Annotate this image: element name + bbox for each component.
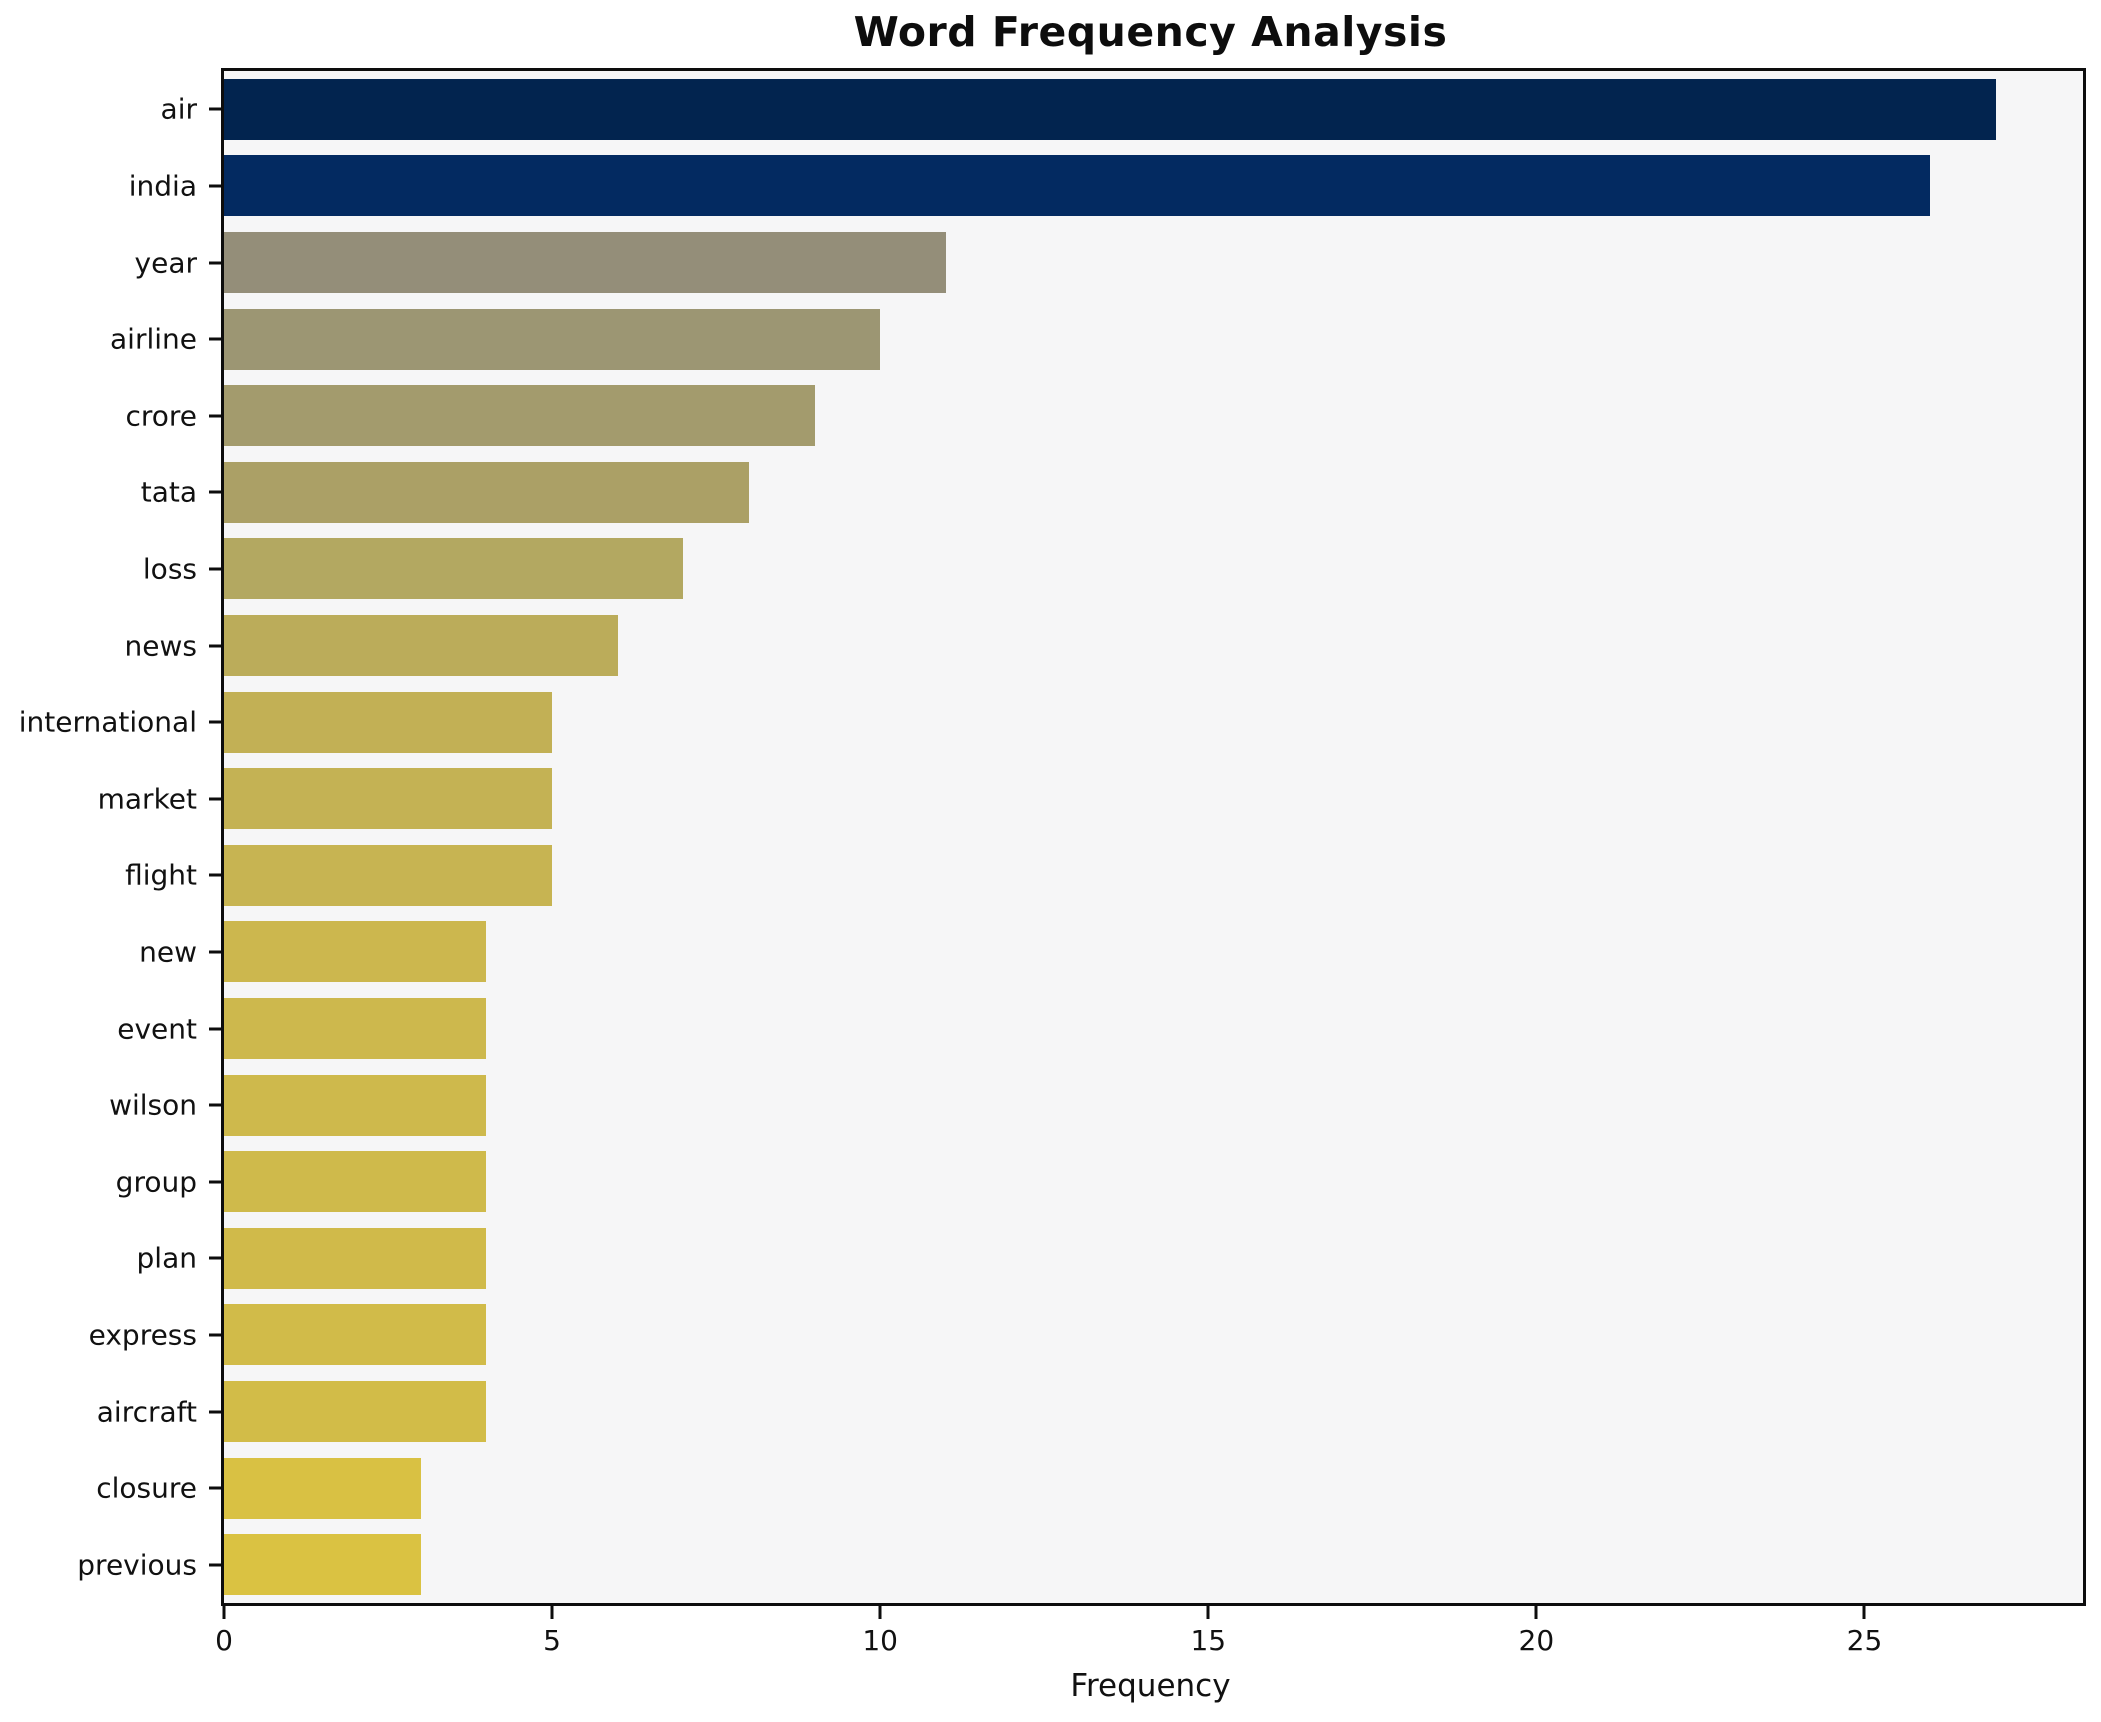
y-tick-label-group: group	[115, 1165, 197, 1199]
y-tick-label-wilson: wilson	[109, 1088, 197, 1122]
bar-year	[224, 232, 946, 293]
x-tick-label-5: 5	[543, 1624, 562, 1657]
y-tick-label-international: international	[18, 705, 197, 739]
y-tick-label-market: market	[97, 782, 197, 816]
y-tick-label-aircraft: aircraft	[96, 1395, 197, 1428]
bar-previous	[224, 1534, 421, 1596]
bar-tata	[224, 461, 749, 523]
y-tick-mark	[209, 1410, 221, 1413]
y-tick-label-air: air	[160, 92, 197, 126]
bar-wilson	[224, 1074, 487, 1136]
y-tick-mark	[209, 567, 221, 571]
y-tick-label-crore: crore	[125, 399, 197, 433]
y-tick-label-previous: previous	[77, 1548, 197, 1582]
bar-event	[224, 998, 487, 1059]
y-tick-mark	[209, 720, 221, 724]
bars-container	[224, 71, 2083, 1603]
y-tick-mark	[209, 644, 221, 647]
y-tick-label-new: new	[139, 935, 197, 969]
y-tick-mark	[209, 337, 221, 341]
bar-loss	[224, 538, 684, 600]
chart-title: Word Frequency Analysis	[853, 8, 1448, 56]
x-tick-label-20: 20	[1518, 1624, 1555, 1657]
x-tick-label-0: 0	[215, 1624, 233, 1657]
bar-international	[224, 691, 553, 753]
y-tick-label-closure: closure	[96, 1471, 197, 1505]
y-tick-mark	[209, 490, 221, 494]
bar-express	[224, 1304, 487, 1366]
bar-closure	[224, 1457, 421, 1519]
y-tick-label-loss: loss	[142, 552, 197, 586]
x-tick-mark	[1206, 1606, 1210, 1619]
bar-airline	[224, 308, 881, 370]
y-tick-label-event: event	[117, 1012, 197, 1045]
y-tick-mark	[209, 1103, 221, 1107]
bar-air	[224, 78, 1996, 140]
x-tick-mark	[878, 1606, 882, 1619]
y-tick-label-express: express	[88, 1318, 197, 1352]
y-tick-label-news: news	[124, 629, 197, 662]
y-tick-mark	[209, 950, 221, 954]
bar-flight	[224, 844, 553, 906]
y-tick-mark	[209, 261, 221, 264]
y-tick-mark	[209, 1563, 221, 1567]
bar-aircraft	[224, 1381, 487, 1442]
x-tick-mark	[1862, 1606, 1866, 1619]
y-tick-mark	[209, 1180, 221, 1184]
x-tick-mark	[1534, 1606, 1538, 1619]
x-tick-mark	[222, 1606, 226, 1619]
y-tick-label-tata: tata	[140, 475, 197, 509]
bar-group	[224, 1151, 487, 1213]
bar-news	[224, 615, 618, 676]
y-tick-mark	[209, 1333, 221, 1337]
y-tick-mark	[209, 1256, 221, 1260]
y-tick-mark	[209, 414, 221, 418]
y-tick-label-airline: airline	[110, 322, 197, 356]
x-tick-label-15: 15	[1190, 1624, 1227, 1657]
bar-india	[224, 155, 1931, 217]
y-tick-mark	[209, 1486, 221, 1490]
bar-plan	[224, 1227, 487, 1289]
y-tick-label-year: year	[134, 246, 197, 279]
bar-crore	[224, 385, 815, 447]
y-tick-mark	[209, 873, 221, 877]
plot-area	[221, 68, 2086, 1606]
y-tick-label-flight: flight	[125, 858, 197, 892]
bar-market	[224, 768, 553, 830]
y-tick-mark	[209, 184, 221, 188]
x-tick-label-10: 10	[862, 1624, 899, 1657]
x-tick-mark	[550, 1606, 554, 1619]
y-tick-mark	[209, 797, 221, 801]
bar-new	[224, 921, 487, 983]
y-tick-label-plan: plan	[136, 1241, 197, 1275]
y-tick-mark	[209, 1027, 221, 1030]
y-tick-mark	[209, 107, 221, 111]
x-axis-title: Frequency	[1070, 1668, 1231, 1704]
y-tick-label-india: india	[128, 169, 197, 203]
x-tick-label-25: 25	[1846, 1624, 1883, 1657]
